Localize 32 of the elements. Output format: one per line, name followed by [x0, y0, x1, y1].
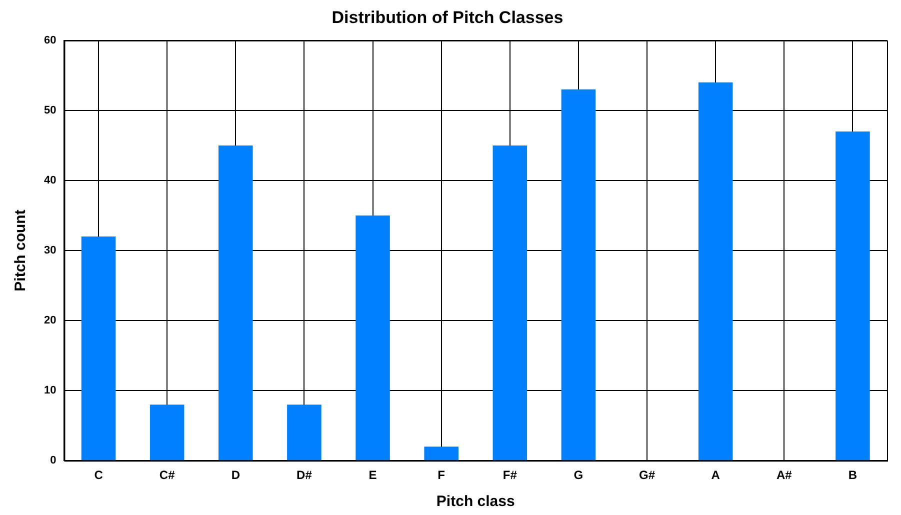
bar [561, 89, 596, 460]
x-tick-label: C [94, 468, 104, 482]
bar [356, 215, 390, 460]
bar [287, 404, 322, 460]
y-tick-label: 30 [44, 244, 56, 257]
bar [492, 145, 528, 460]
y-tick-label: 50 [44, 104, 56, 116]
chart-title: Distribution of Pitch Classes [332, 8, 564, 27]
y-tick-label: 10 [44, 384, 56, 397]
y-tick-label: 0 [50, 454, 56, 467]
x-tick-label: G# [639, 468, 656, 482]
x-tick-label: D# [296, 468, 312, 482]
bar [150, 404, 184, 460]
bar [698, 82, 733, 460]
x-tick-label: F [438, 468, 446, 482]
y-tick-label: 20 [44, 314, 56, 327]
x-tick-label: F# [502, 468, 518, 482]
bar [81, 236, 116, 460]
bar [836, 131, 870, 460]
y-axis-title: Pitch count [12, 210, 30, 292]
bar [424, 446, 458, 460]
x-tick-label: B [848, 468, 858, 482]
x-tick-label: G [574, 468, 584, 482]
y-tick-label: 40 [44, 174, 56, 186]
y-tick-label: 60 [44, 34, 56, 46]
x-tick-label: C# [159, 468, 176, 482]
x-tick-label: E [368, 468, 377, 482]
x-tick-label: A [711, 468, 720, 482]
bar [218, 145, 253, 460]
x-axis-title: Pitch class [436, 493, 515, 510]
x-tick-label: D [231, 468, 240, 482]
x-tick-label: A# [776, 468, 792, 482]
